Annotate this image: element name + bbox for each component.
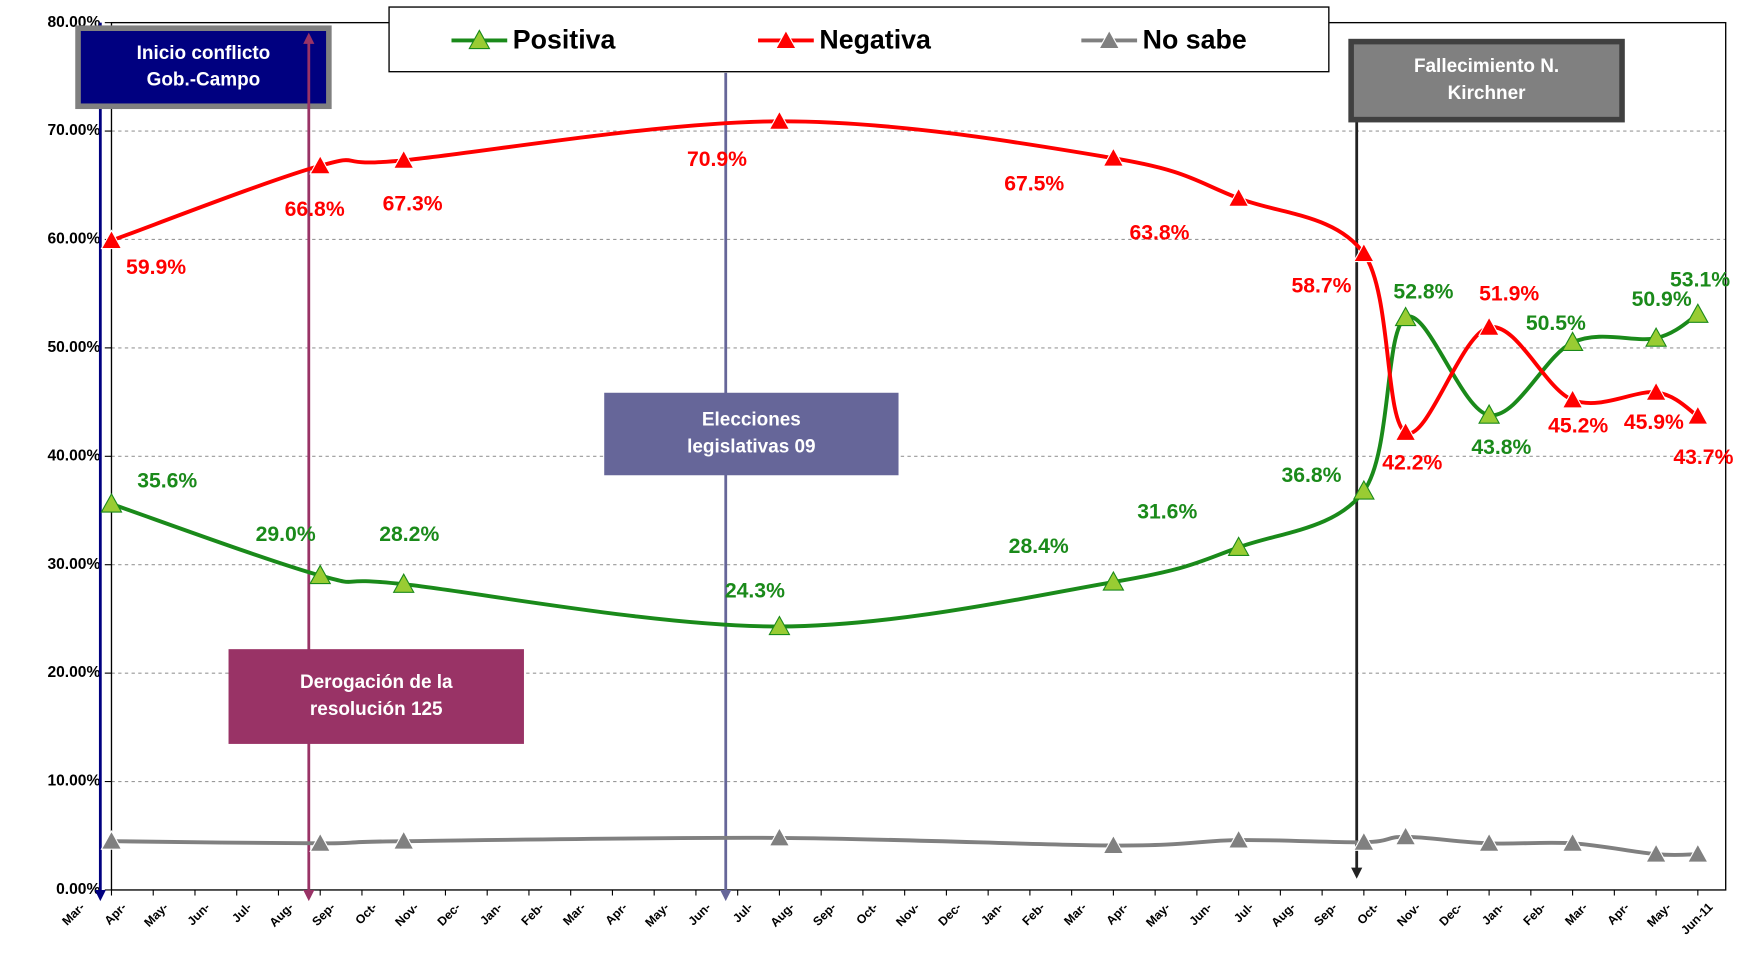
marker <box>1102 146 1125 167</box>
data-label: 58.7% <box>1291 275 1351 298</box>
legend-marker <box>774 29 797 50</box>
annotation-text: Fallecimiento N. <box>1414 56 1559 77</box>
marker <box>768 110 791 130</box>
marker <box>1561 832 1584 852</box>
data-label: 29.0% <box>256 523 316 546</box>
annotation-text: Inicio conflicto <box>137 43 271 64</box>
y-tick-label: 50.00% <box>47 339 100 356</box>
series-line <box>110 312 1699 629</box>
annotation-box <box>604 392 899 476</box>
y-tick-label: 60.00% <box>47 231 100 248</box>
y-tick-label: 30.00% <box>47 556 100 573</box>
data-label: 28.4% <box>1009 535 1069 558</box>
arrow-head <box>1351 867 1363 879</box>
data-label: 42.2% <box>1382 451 1442 474</box>
marker <box>392 149 415 169</box>
data-label: 59.9% <box>126 256 186 279</box>
marker <box>309 564 332 585</box>
marker <box>1686 303 1709 323</box>
marker <box>309 154 332 175</box>
data-label: 43.7% <box>1673 446 1733 469</box>
data-label: 45.9% <box>1624 411 1684 434</box>
marker <box>1686 842 1709 863</box>
annotation-text: resolución 125 <box>310 699 443 720</box>
legend-marker <box>468 29 491 50</box>
marker <box>309 832 332 852</box>
marker <box>1394 306 1417 327</box>
arrow-head <box>94 889 106 902</box>
marker <box>1394 825 1417 846</box>
arrow-head <box>303 889 315 902</box>
marker <box>100 829 123 850</box>
marker <box>1227 187 1250 207</box>
series-line <box>110 119 1699 436</box>
annotation-text: Elecciones <box>702 410 801 431</box>
marker <box>1227 828 1250 849</box>
marker <box>1394 421 1417 442</box>
data-label: 50.9% <box>1632 288 1692 311</box>
marker <box>1561 331 1584 352</box>
data-label: 67.3% <box>383 193 443 216</box>
annotation-text: Gob.-Campo <box>147 70 261 91</box>
marker <box>100 492 123 513</box>
data-label: 66.8% <box>285 198 345 221</box>
series-line <box>111 834 1698 857</box>
marker <box>1561 388 1584 409</box>
marker <box>768 615 791 636</box>
y-tick-label: 20.00% <box>47 664 100 681</box>
marker <box>1227 536 1250 556</box>
y-tick-label: 40.00% <box>47 447 100 464</box>
data-label: 67.5% <box>1004 173 1064 196</box>
annotation-text: Derogación de la <box>300 672 453 693</box>
data-label: 63.8% <box>1129 222 1189 245</box>
legend <box>388 6 1330 73</box>
marker <box>1102 834 1125 855</box>
marker <box>100 229 123 250</box>
legend-label: Negativa <box>819 25 932 55</box>
marker <box>768 826 791 847</box>
annotation-text: Kirchner <box>1448 83 1527 104</box>
marker <box>1478 316 1501 336</box>
data-label: 51.9% <box>1479 283 1539 306</box>
data-label: 35.6% <box>137 469 197 492</box>
legend-label: No sabe <box>1143 25 1247 55</box>
annotation-box <box>75 25 332 110</box>
marker <box>1478 403 1501 424</box>
marker <box>1102 570 1125 591</box>
marker <box>392 829 415 850</box>
data-label: 36.8% <box>1281 464 1341 487</box>
marker <box>1352 479 1375 500</box>
annotation-box <box>1348 38 1625 123</box>
legend-label: Positiva <box>513 25 617 55</box>
y-tick-label: 10.00% <box>47 773 100 790</box>
data-label: 52.8% <box>1393 281 1453 304</box>
annotation-box <box>228 649 524 744</box>
marker <box>1645 381 1668 401</box>
data-label: 31.6% <box>1137 500 1197 523</box>
marker <box>1352 831 1375 851</box>
marker <box>1645 842 1668 863</box>
marker <box>1645 326 1668 347</box>
y-tick-label: 70.00% <box>47 122 100 139</box>
data-label: 50.5% <box>1526 312 1586 335</box>
legend-marker <box>1098 29 1121 50</box>
marker <box>1478 832 1501 852</box>
data-label: 24.3% <box>725 580 785 603</box>
y-tick-label: 0.00% <box>56 881 100 898</box>
marker <box>1686 405 1709 425</box>
data-label: 28.2% <box>379 523 439 546</box>
data-label: 43.8% <box>1471 436 1531 459</box>
arrow-head <box>720 889 732 902</box>
marker <box>1352 242 1375 263</box>
data-label: 70.9% <box>687 148 747 171</box>
arrow-head <box>303 32 315 44</box>
annotation-text: legislativas 09 <box>687 436 815 457</box>
data-label: 53.1% <box>1670 268 1730 291</box>
marker <box>392 573 415 593</box>
data-label: 45.2% <box>1548 414 1608 437</box>
